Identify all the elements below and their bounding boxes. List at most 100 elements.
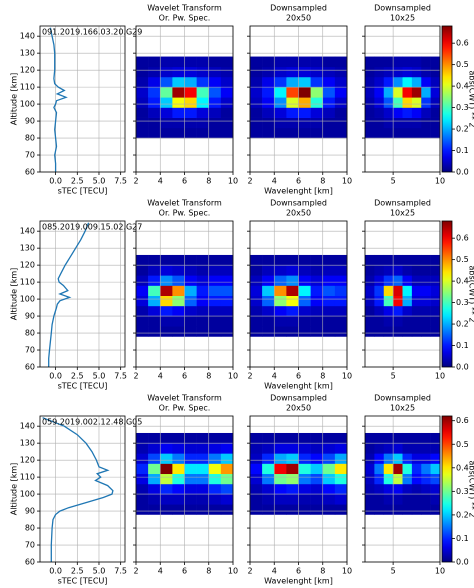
heat-cell xyxy=(393,473,403,485)
heat-cell xyxy=(274,56,287,68)
x-tick-label: 5 xyxy=(391,567,396,576)
y-tick-label: 120 xyxy=(20,261,35,270)
heat-cell xyxy=(220,66,234,78)
heat-cell xyxy=(334,473,348,485)
x-tick-label: 2 xyxy=(133,177,138,186)
heat-cell xyxy=(160,87,173,98)
heat-cell xyxy=(298,326,311,337)
heat-cell xyxy=(220,295,234,307)
heat-cell xyxy=(374,473,385,485)
heat-cell xyxy=(160,76,173,88)
heat-cell xyxy=(172,87,185,98)
heat-cell xyxy=(298,483,311,495)
heat-cell xyxy=(393,432,403,444)
heat-cell xyxy=(310,56,324,68)
x-tick-label: 10 xyxy=(228,372,238,381)
panel-subtitle: 10x25 xyxy=(390,14,415,23)
heat-cell xyxy=(136,453,149,464)
heat-cell xyxy=(196,127,210,139)
heat-cell xyxy=(286,87,299,98)
heat-cell xyxy=(374,295,385,307)
heat-cell xyxy=(286,295,299,307)
heat-cell xyxy=(365,107,375,118)
heat-cell xyxy=(310,453,324,464)
plot-frame xyxy=(39,415,126,563)
heat-cell xyxy=(262,285,275,296)
heat-cell xyxy=(250,56,263,68)
heat-cell xyxy=(286,443,299,454)
heat-cell xyxy=(196,443,210,454)
heat-cell xyxy=(160,453,173,464)
heat-cell xyxy=(430,66,441,78)
heat-cell xyxy=(262,254,275,266)
heat-cell xyxy=(334,107,348,118)
x-tick-label: 8 xyxy=(206,567,211,576)
x-tick-label: 2 xyxy=(133,372,138,381)
plot-frame xyxy=(249,220,348,368)
heat-cell xyxy=(383,483,394,495)
heat-cell xyxy=(196,473,210,485)
heat-cell xyxy=(411,76,422,88)
heat-cell xyxy=(310,443,324,454)
heat-cell xyxy=(220,463,234,475)
heat-cell xyxy=(393,97,403,108)
heat-cell xyxy=(274,473,287,485)
heat-cell xyxy=(365,56,375,68)
heat-cell xyxy=(148,265,161,276)
heat-cell xyxy=(298,443,311,454)
heat-cell xyxy=(365,275,375,286)
heat-cell xyxy=(421,285,431,296)
y-tick-label: 90 xyxy=(25,117,35,126)
heat-cell xyxy=(274,504,287,515)
heat-cell xyxy=(322,66,336,78)
heat-cell xyxy=(411,66,422,78)
heat-cell xyxy=(184,305,197,317)
panel-title: 091.2019.166.03.20.G29 xyxy=(42,28,142,37)
heat-cell xyxy=(250,443,263,454)
heat-cell xyxy=(298,117,311,129)
heat-cell xyxy=(430,56,441,68)
heat-cell xyxy=(250,326,263,337)
heat-cell xyxy=(374,285,385,296)
heat-cell xyxy=(322,275,336,286)
heat-cell xyxy=(322,473,336,485)
heat-cell xyxy=(421,97,431,108)
x-tick-label: 5.0 xyxy=(93,177,106,186)
heat-cell xyxy=(402,504,413,515)
heat-cell xyxy=(250,305,263,317)
heat-cell xyxy=(374,87,385,98)
heat-cell xyxy=(136,504,149,515)
heat-cell xyxy=(430,97,441,108)
heat-cell xyxy=(220,504,234,515)
profile-line xyxy=(48,222,90,367)
heat-cell xyxy=(402,97,413,108)
profile-line xyxy=(42,417,114,562)
heat-cell xyxy=(286,463,299,475)
panel-title: 085.2019.009.15.02.G27 xyxy=(42,223,142,232)
heat-cell xyxy=(274,494,287,505)
heat-cell xyxy=(274,453,287,464)
heat-cell xyxy=(262,443,275,454)
heat-cell xyxy=(310,265,324,276)
heat-cell xyxy=(298,107,311,118)
heat-cell xyxy=(286,326,299,337)
heat-cell xyxy=(208,87,222,98)
heat-cell xyxy=(298,432,311,444)
heat-cell xyxy=(310,483,324,495)
heat-cell xyxy=(184,117,197,129)
heat-cell xyxy=(274,107,287,118)
heat-cell xyxy=(172,127,185,139)
heat-cell xyxy=(421,265,431,276)
plot-frame xyxy=(249,415,348,563)
heat-cell xyxy=(411,117,422,129)
heat-cell xyxy=(136,432,149,444)
heat-cell xyxy=(402,295,413,307)
colorbar-tick-label: 0.6 xyxy=(456,39,469,48)
colorbar-tick-label: 0.1 xyxy=(456,534,469,543)
heat-cell xyxy=(196,494,210,505)
x-tick-label: 0.0 xyxy=(49,177,62,186)
heat-cell xyxy=(196,117,210,129)
heat-cell xyxy=(196,295,210,307)
x-tick-label: 6 xyxy=(182,177,187,186)
heat-cell xyxy=(208,295,222,307)
